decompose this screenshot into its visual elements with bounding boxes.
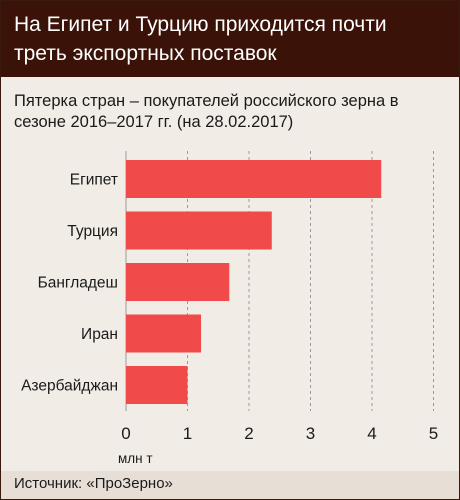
category-label: Египет — [70, 172, 118, 189]
bar — [126, 314, 202, 353]
bar — [126, 211, 272, 250]
chart-title: На Египет и Турцию приходится почти трет… — [14, 13, 387, 65]
tick-label: 3 — [306, 424, 315, 443]
x-axis-unit-label: млн т — [118, 451, 153, 466]
chart-subtitle: Пятерка стран – покупателей российского … — [14, 92, 399, 131]
bar-chart: Египет Турция Бангладеш Иран Азербайджан 0 1 2 3… — [21, 151, 438, 466]
tick-label: 1 — [183, 424, 192, 443]
tick-label: 0 — [121, 424, 130, 443]
bar — [126, 160, 382, 198]
bar — [126, 263, 230, 301]
source-note: Источник: «ПроЗерно» — [14, 475, 173, 492]
category-label: Азербайджан — [21, 378, 118, 395]
tick-label: 5 — [429, 424, 438, 443]
category-label: Турция — [67, 223, 118, 240]
category-label: Бангладеш — [38, 275, 118, 292]
tick-label: 2 — [244, 424, 253, 443]
category-label: Иран — [81, 326, 118, 343]
header-bar: На Египет и Турцию приходится почти трет… — [1, 1, 459, 77]
source-bar: Источник: «ПроЗерно» — [1, 471, 459, 499]
bar — [126, 366, 188, 404]
tick-label: 4 — [367, 424, 376, 443]
